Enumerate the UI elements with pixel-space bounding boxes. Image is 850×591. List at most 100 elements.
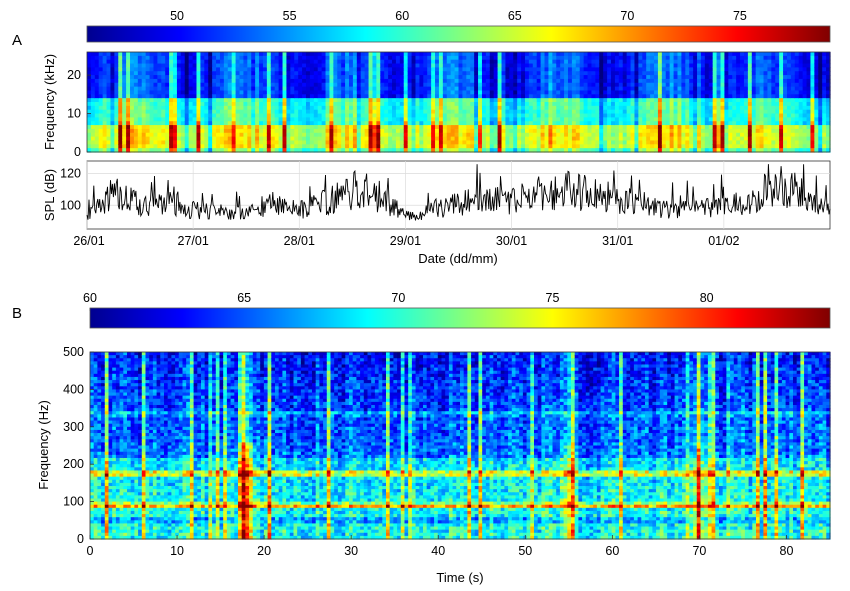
spectrogram-a-cell <box>740 105 745 111</box>
spectrogram-a-cell <box>176 136 182 142</box>
spectrogram-a-cell <box>364 55 370 61</box>
spectrogram-a-cell <box>110 94 115 99</box>
spectrogram-a-cell <box>106 109 112 115</box>
spectrogram-a-cell <box>219 113 225 118</box>
spectrogram-a-cell <box>818 128 823 134</box>
spectrogram-a-cell <box>423 136 428 142</box>
spectrogram-a-cell <box>372 86 377 92</box>
spectrogram-a-cell <box>98 78 104 84</box>
spectrogram-a-cell <box>743 102 749 107</box>
spectrogram-a-cell <box>611 117 616 122</box>
spectrogram-a-cell <box>634 128 639 134</box>
spectrogram-a-cell <box>493 82 499 88</box>
spectrogram-a-cell <box>137 144 143 149</box>
spectrogram-a-cell <box>161 86 166 92</box>
colorbar-tick-label: 80 <box>700 291 714 305</box>
spectrogram-a-cell <box>603 136 608 142</box>
spectrogram-a-cell <box>783 82 788 88</box>
spectrogram-a-cell <box>442 98 448 103</box>
spectrogram-a-cell <box>411 109 417 115</box>
spectrogram-a-cell <box>325 102 331 107</box>
spectrogram-a-cell <box>294 144 299 149</box>
spectrogram-a-cell <box>673 82 679 88</box>
spectrogram-a-cell <box>567 105 573 111</box>
spectrogram-a-cell <box>489 113 495 118</box>
spectrogram-a-cell <box>161 128 166 134</box>
spectrogram-a-cell <box>98 86 104 92</box>
spectrogram-a-cell <box>251 52 256 57</box>
spectrogram-a-cell <box>208 52 213 57</box>
spectrogram-a-cell <box>454 67 460 72</box>
spectrogram-a-cell <box>161 117 166 122</box>
spectrogram-a-cell <box>458 82 464 88</box>
spectrogram-a-cell <box>243 148 248 153</box>
spectrogram-a-cell <box>611 125 616 130</box>
spectrogram-a-cell <box>599 82 604 88</box>
spectrogram-a-cell <box>337 52 342 57</box>
spectrogram-a-cell <box>689 132 694 138</box>
spectrogram-a-cell <box>395 140 401 145</box>
spectrogram-a-cell <box>595 128 600 134</box>
spectrogram-a-cell <box>493 132 499 138</box>
spectrogram-a-cell <box>669 86 675 92</box>
spectrogram-a-cell <box>579 86 585 92</box>
spectrogram-a-cell <box>595 75 600 80</box>
spectrogram-a-cell <box>466 55 471 61</box>
spectrogram-a-cell <box>556 71 561 76</box>
spectrogram-a-cell <box>732 144 737 149</box>
spectrogram-a-cell <box>607 136 612 142</box>
spectrogram-a-cell <box>810 128 815 134</box>
spectrogram-a-cell <box>790 144 796 149</box>
spectrogram-a-cell <box>286 102 291 107</box>
spectrogram-a-cell <box>329 55 334 61</box>
spectrogram-a-cell <box>415 144 420 149</box>
spectrogram-a-cell <box>505 75 510 80</box>
spectrogram-a-cell <box>364 144 370 149</box>
spectrogram-a-cell <box>786 63 792 68</box>
spectrogram-a-cell <box>130 117 135 122</box>
spectrogram-a-cell <box>458 59 464 65</box>
spectrogram-a-cell <box>184 148 190 153</box>
spectrogram-a-cell <box>497 55 503 61</box>
spectrogram-a-cell <box>133 75 139 80</box>
spectrogram-a-cell <box>822 55 827 61</box>
spectrogram-a-cell <box>294 148 299 153</box>
spectrogram-a-cell <box>806 148 812 153</box>
spectrogram-a-cell <box>278 132 284 138</box>
spectrogram-a-cell <box>145 121 151 126</box>
spectrogram-a-cell <box>200 136 205 142</box>
spectrogram-a-cell <box>149 94 155 99</box>
spectrogram-a-cell <box>736 128 741 134</box>
spectrogram-a-cell <box>712 52 718 57</box>
spectrogram-a-cell <box>771 132 776 138</box>
spectrogram-a-cell <box>286 109 291 115</box>
spectrogram-a-cell <box>669 144 675 149</box>
spectrogram-a-cell <box>669 94 675 99</box>
spectrogram-a-cell <box>302 67 307 72</box>
spectrogram-a-cell <box>176 125 182 130</box>
spectrogram-a-cell <box>485 105 491 111</box>
spectrogram-a-cell <box>665 82 671 88</box>
spectrogram-a-cell <box>329 67 334 72</box>
spectrogram-a-cell <box>259 136 264 142</box>
spectrogram-a-cell <box>427 125 432 130</box>
spectrogram-a-cell <box>618 105 624 111</box>
spectrogram-a-cell <box>157 98 162 103</box>
spectrogram-a-cell <box>165 94 170 99</box>
spectrogram-a-cell <box>90 136 96 142</box>
spectrogram-a-cell <box>583 67 589 72</box>
spectrogram-a-cell <box>532 67 538 72</box>
spectrogram-a-cell <box>384 52 389 57</box>
spectrogram-a-cell <box>259 109 264 115</box>
spectrogram-a-cell <box>161 98 166 103</box>
spectrogram-a-cell <box>204 78 209 84</box>
spectrogram-a-cell <box>818 52 823 57</box>
spectrogram-a-cell <box>192 136 198 142</box>
spectrogram-a-cell <box>458 105 464 111</box>
spectrogram-a-cell <box>794 144 800 149</box>
spectrogram-a-cell <box>528 140 534 145</box>
spectrogram-a-cell <box>395 78 401 84</box>
spectrogram-a-cell <box>431 98 436 103</box>
spectrogram-a-cell <box>309 144 315 149</box>
spectrogram-a-cell <box>149 59 155 65</box>
